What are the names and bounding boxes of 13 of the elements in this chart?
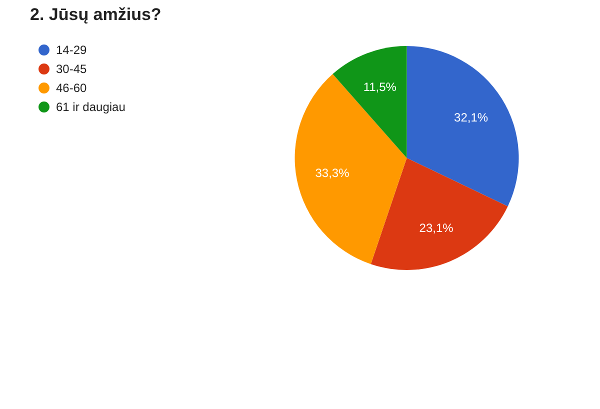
pie-slice (406, 46, 519, 206)
legend-label: 61 ir daugiau (56, 100, 126, 114)
data-label: 32,1% (454, 110, 488, 124)
pie-slice (370, 158, 508, 270)
legend-label: 46-60 (56, 81, 88, 95)
pie-slice (332, 46, 407, 158)
legend-label: 14-29 (56, 43, 88, 57)
legend-label: 30-45 (56, 62, 88, 76)
pie-slice (294, 74, 407, 264)
data-label: 33,3% (315, 166, 350, 180)
chart-title: 2. Jūsų amžius? (30, 5, 162, 24)
data-label: 11,5% (363, 80, 397, 94)
data-label: 23,1% (419, 221, 454, 236)
